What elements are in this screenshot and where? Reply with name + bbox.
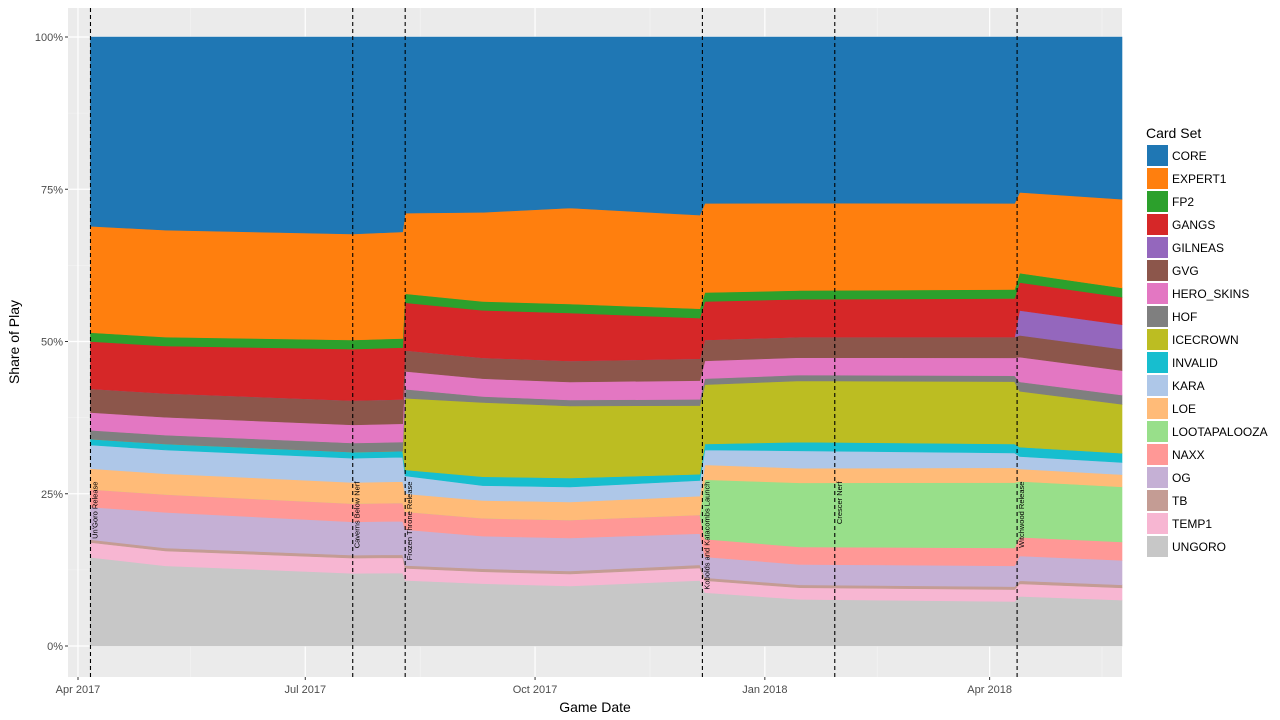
legend-label: GANGS [1172, 218, 1215, 232]
legend-label: OG [1172, 471, 1191, 485]
y-tick-label: 50% [41, 337, 63, 349]
legend-label: GVG [1172, 264, 1199, 278]
legend-key-lootapalooza [1147, 421, 1168, 442]
legend-label: HERO_SKINS [1172, 287, 1249, 301]
legend-title: Card Set [1146, 125, 1201, 141]
legend-key-kara [1147, 375, 1168, 396]
x-tick-label: Jan 2018 [742, 684, 787, 696]
x-tick-label: Oct 2017 [513, 684, 558, 696]
legend-label: HOF [1172, 310, 1197, 324]
legend-key-fp2 [1147, 191, 1168, 212]
legend-label: LOE [1172, 402, 1196, 416]
x-axis-title: Game Date [559, 699, 631, 715]
legend-label: CORE [1172, 149, 1207, 163]
legend-label: EXPERT1 [1172, 172, 1227, 186]
x-tick-label: Apr 2018 [967, 684, 1012, 696]
legend-key-ungoro [1147, 536, 1168, 557]
legend-key-tb [1147, 490, 1168, 511]
y-tick-label: 0% [47, 641, 63, 653]
annotation-label: Frozen Throne Release [405, 482, 414, 561]
legend-key-icecrown [1147, 329, 1168, 350]
legend-label: TEMP1 [1172, 517, 1212, 531]
legend-label: KARA [1172, 379, 1205, 393]
legend-key-gvg [1147, 260, 1168, 281]
legend-key-gilneas [1147, 237, 1168, 258]
x-tick-label: Jul 2017 [284, 684, 326, 696]
annotation-label: Witchwood Release [1017, 482, 1026, 548]
y-tick-label: 100% [35, 32, 63, 44]
legend-label: UNGORO [1172, 540, 1226, 554]
legend-key-hof [1147, 306, 1168, 327]
annotation-label: Crescer Nerf [835, 481, 844, 524]
legend-key-loe [1147, 398, 1168, 419]
legend-key-temp1 [1147, 513, 1168, 534]
y-tick-label: 25% [41, 489, 63, 501]
annotation-label: Caverns Below Nerf [353, 481, 362, 549]
legend-label: LOOTAPALOOZA [1172, 425, 1268, 439]
area-core [90, 36, 1123, 235]
y-axis-title: Share of Play [6, 300, 22, 384]
legend-key-hero-skins [1147, 283, 1168, 304]
axes: Apr 2017 Jul 2017 Oct 2017 Jan 2018 Apr 2018… [35, 32, 1012, 696]
annotation-label: Un'Goro Release [90, 482, 99, 539]
release-annotations: Un'Goro Release Caverns Below Nerf Frozen … [89, 8, 1026, 677]
legend-label: FP2 [1172, 195, 1194, 209]
y-tick-label: 75% [41, 184, 63, 196]
area-series-layer [90, 36, 1123, 647]
annotation-label: Kobolds and Katacombs Launch [702, 482, 711, 590]
legend-label: ICECROWN [1172, 333, 1239, 347]
legend-label: GILNEAS [1172, 241, 1224, 255]
legend-key-naxx [1147, 444, 1168, 465]
legend-key-og [1147, 467, 1168, 488]
legend-label: NAXX [1172, 448, 1205, 462]
legend-key-expert1 [1147, 168, 1168, 189]
legend-key-core [1147, 145, 1168, 166]
legend-key-gangs [1147, 214, 1168, 235]
legend: Card Set CORE EXPERT1 FP2 GANGS GILNEAS GVG HE… [1146, 125, 1268, 557]
legend-label: TB [1172, 494, 1187, 508]
legend-label: INVALID [1172, 356, 1218, 370]
x-tick-label: Apr 2017 [56, 684, 101, 696]
legend-key-invalid [1147, 352, 1168, 373]
